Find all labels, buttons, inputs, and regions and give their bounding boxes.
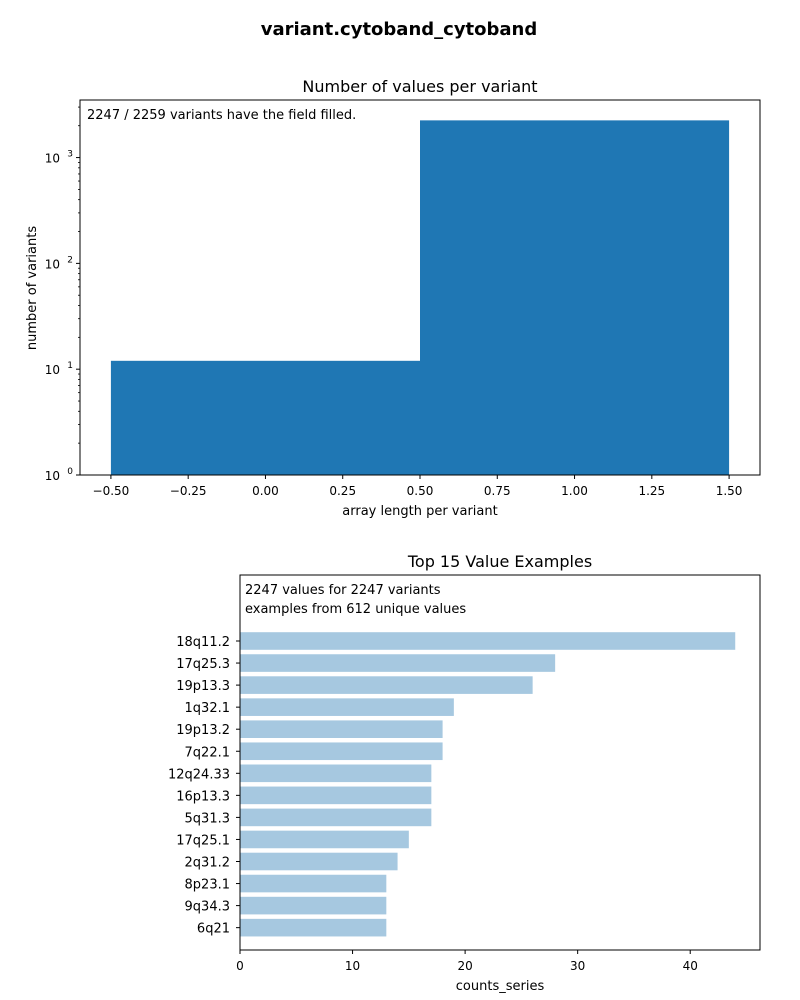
- histogram-title: Number of values per variant: [302, 77, 537, 96]
- top-values-category-label: 16p13.3: [176, 789, 230, 804]
- histogram-annotation: 2247 / 2259 variants have the field fill…: [87, 108, 356, 123]
- histogram-bar-1: [420, 120, 730, 475]
- top-values-category-label: 19p13.2: [176, 723, 230, 738]
- top-values-annotation-line-1: 2247 values for 2247 variants: [245, 583, 441, 598]
- top-values-bar-9: [240, 830, 409, 849]
- top-values-category-label: 7q22.1: [185, 745, 230, 760]
- top-values-category-label: 5q31.3: [185, 811, 230, 826]
- top-values-category-label: 17q25.3: [176, 657, 230, 672]
- histogram-x-tick-label: −0.25: [170, 484, 207, 498]
- histogram-x-tick-label: 1.00: [561, 484, 588, 498]
- histogram-x-axis: −0.50 −0.25 0.00 0.25 0.50 0.75 1.00 1.25 1.50: [93, 475, 743, 498]
- top-values-category-label: 9q34.3: [185, 900, 230, 915]
- histogram-x-tick-label: 1.50: [716, 484, 743, 498]
- top-values-x-tick-label: 0: [236, 959, 244, 973]
- top-values-bar-2: [240, 676, 533, 694]
- top-values-category-label: 17q25.1: [176, 833, 230, 848]
- histogram-y-label: number of variants: [25, 226, 40, 350]
- top-values-annotation-line-2: examples from 612 unique values: [245, 602, 466, 617]
- top-values-plot-frame: [239, 574, 761, 951]
- histogram-x-label: array length per variant: [342, 504, 497, 519]
- top-values-y-axis: 18q11.2 17q25.3 19p13.3 1q32.1 19p13.2 7q22.1…: [168, 635, 240, 937]
- histogram-x-tick-label: 0.50: [407, 484, 434, 498]
- top-values-category-label: 1q32.1: [185, 701, 230, 716]
- top-values-category-label: 18q11.2: [176, 635, 230, 650]
- top-values-x-tick-label: 10: [345, 959, 360, 973]
- histogram-x-tick-label: 0.00: [252, 484, 279, 498]
- histogram-y-axis: 10 0 10 1 10 2 10 3: [45, 106, 80, 483]
- histogram-y-tick-label: 10: [45, 363, 60, 377]
- histogram-x-tick-label: 1.25: [638, 484, 665, 498]
- histogram-y-tick-exponent: 0: [67, 467, 73, 477]
- top-values-category-label: 19p13.3: [176, 679, 230, 694]
- top-values-bar-3: [240, 698, 454, 716]
- histogram-y-tick-label: 10: [45, 152, 60, 166]
- top-values-x-tick-label: 30: [570, 959, 585, 973]
- top-values-x-tick-label: 40: [683, 959, 698, 973]
- top-values-bar-12: [240, 896, 387, 915]
- top-values-category-label: 2q31.2: [185, 856, 230, 871]
- histogram-y-tick-label: 10: [45, 469, 60, 483]
- top-values-x-axis: 0 10 20 30 40: [236, 950, 698, 973]
- histogram-x-tick-label: −0.50: [93, 484, 130, 498]
- histogram-bar-0: [110, 360, 420, 475]
- top-values-bar-7: [240, 786, 432, 805]
- top-values-bar-0: [240, 632, 736, 650]
- top-values-category-label: 8p23.1: [185, 878, 230, 893]
- histogram-bars: [110, 120, 730, 475]
- figure-suptitle: variant.cytoband_cytoband: [261, 19, 538, 40]
- top-values-bar-8: [240, 808, 432, 827]
- top-values-category-label: 12q24.33: [168, 767, 230, 782]
- top-values-bar-6: [240, 764, 432, 783]
- top-values-bars: [240, 632, 736, 937]
- top-values-category-label: 6q21: [197, 922, 230, 937]
- histogram-y-tick-label: 10: [45, 257, 60, 271]
- top-values-bar-1: [240, 654, 556, 672]
- top-values-x-label: counts_series: [456, 979, 545, 994]
- histogram-x-tick-label: 0.75: [484, 484, 511, 498]
- top-values-chart: Top 15 Value Examples 0 10 20 30 40 18q11.21…: [168, 552, 761, 994]
- top-values-title: Top 15 Value Examples: [407, 552, 592, 571]
- top-values-bar-13: [240, 918, 387, 937]
- top-values-bar-11: [240, 874, 387, 893]
- histogram-x-tick-label: 0.25: [329, 484, 356, 498]
- histogram-y-tick-exponent: 2: [67, 255, 73, 265]
- histogram-chart: Number of values per variant −0.50 −0.25 0…: [25, 77, 761, 519]
- histogram-y-tick-exponent: 1: [67, 361, 73, 371]
- top-values-bar-10: [240, 852, 398, 871]
- top-values-bar-5: [240, 742, 443, 761]
- top-values-bar-4: [240, 720, 443, 738]
- histogram-y-tick-exponent: 3: [67, 150, 73, 160]
- top-values-x-tick-label: 20: [457, 959, 472, 973]
